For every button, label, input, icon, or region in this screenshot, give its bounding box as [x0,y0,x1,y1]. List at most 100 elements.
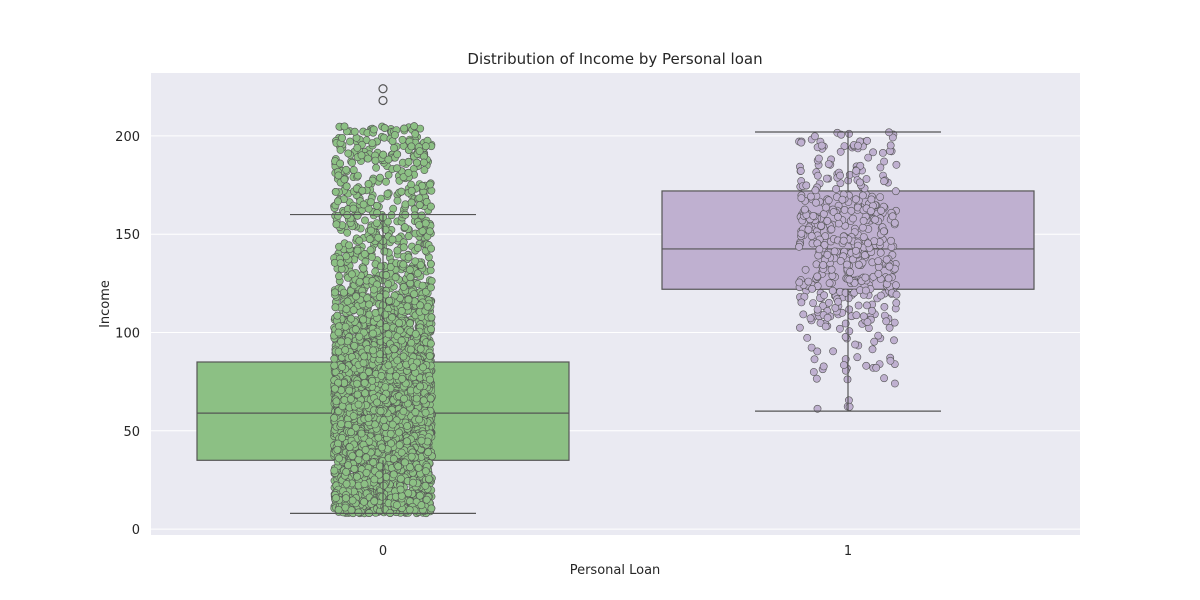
data-point [877,206,885,215]
data-point [378,492,387,501]
data-point [880,374,888,383]
data-point [834,219,843,228]
data-point [348,158,356,167]
data-point [404,253,413,262]
data-point [397,187,406,196]
data-point [391,273,400,282]
data-point [425,475,433,483]
data-point [859,223,867,232]
data-point [405,265,414,274]
data-point [795,278,804,287]
data-point [345,386,354,395]
data-point [852,166,861,175]
data-point [820,291,828,300]
data-point [374,433,383,442]
data-point [345,241,353,250]
data-point [424,448,432,457]
data-point [338,433,346,442]
data-point [856,178,864,187]
data-point [331,187,340,196]
data-point [421,219,430,228]
data-point [353,143,362,152]
data-point [885,323,894,332]
data-point [337,420,346,428]
data-point [369,329,377,338]
data-point [851,340,859,349]
data-point [421,467,430,476]
data-point [409,478,417,487]
data-point [427,244,435,253]
data-point [394,462,403,471]
data-point [371,308,380,317]
data-point [825,298,833,307]
data-point [836,256,845,265]
data-point [393,356,402,365]
data-point [373,398,381,407]
data-point [415,194,424,202]
data-point [838,195,847,204]
data-point [355,236,364,245]
data-point [404,295,413,304]
data-point [404,232,413,241]
data-point [346,137,354,146]
data-point [360,352,369,361]
data-point [413,269,422,278]
data-point [862,361,871,370]
data-point [859,191,867,200]
data-point [343,228,352,237]
data-point [819,261,828,269]
data-point [415,491,424,500]
data-point [416,261,425,269]
data-point [331,288,339,297]
data-point [425,375,434,384]
data-point [333,445,342,454]
data-point [392,501,401,509]
data-point [369,346,377,355]
data-point [796,166,805,175]
data-point [349,306,358,314]
data-point [399,407,408,416]
data-point [384,170,393,179]
data-point [832,185,840,193]
data-point [355,332,364,341]
data-point [384,280,393,288]
data-point [372,163,380,172]
data-point [854,141,862,150]
data-point [397,336,406,345]
data-point [804,225,813,234]
data-point [406,273,415,282]
data-point [797,298,806,307]
data-point [824,196,833,205]
data-point [839,236,848,245]
data-point [419,363,427,372]
data-point [332,494,340,502]
data-point [411,329,420,338]
data-point [802,181,811,190]
data-point [412,158,421,167]
data-point [347,314,355,323]
data-point [355,277,364,286]
data-point [406,319,414,328]
data-point [382,271,391,280]
data-point [359,372,368,380]
data-point [812,374,821,383]
data-point [380,124,389,132]
data-point [817,141,826,150]
data-point [381,422,390,431]
data-point [386,429,395,438]
data-point [395,319,403,327]
data-point [804,277,813,286]
data-point [813,347,822,356]
data-point [810,355,819,364]
plot-background [151,73,1080,535]
data-point [843,260,851,269]
data-point [353,246,362,255]
data-point [353,472,361,481]
data-point [399,243,408,252]
data-point [819,362,828,371]
data-point [797,138,806,147]
data-point [398,135,407,144]
data-point [426,394,435,403]
data-point [341,494,350,503]
data-point [397,306,406,315]
